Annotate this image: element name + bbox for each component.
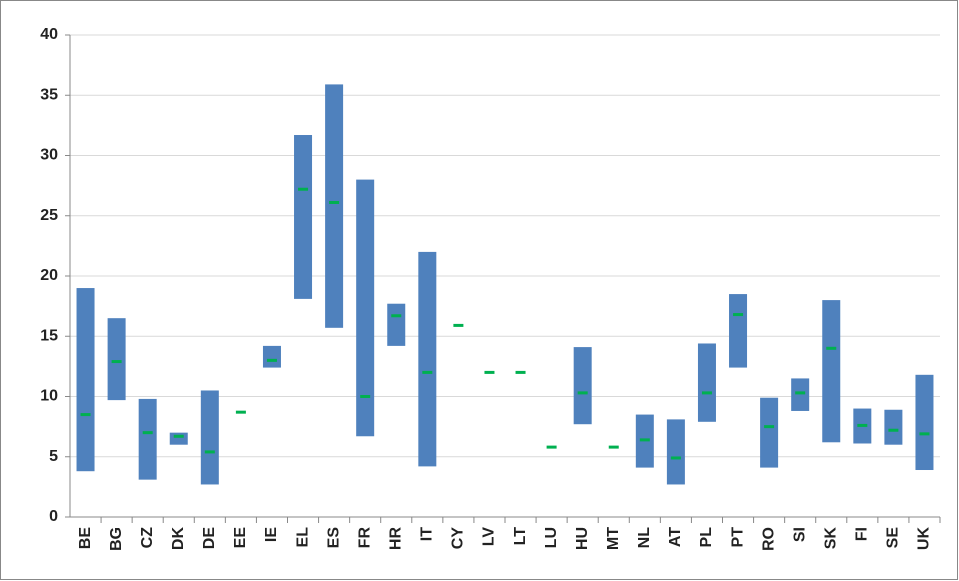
x-tick-label: DE (201, 527, 218, 550)
x-tick-label: BG (108, 527, 125, 551)
marker (670, 456, 681, 460)
range-bar (169, 432, 188, 445)
marker (298, 187, 309, 191)
y-tick-label: 15 (40, 327, 58, 344)
marker (235, 410, 246, 414)
marker (795, 391, 806, 395)
x-tick-label: UK (916, 527, 933, 551)
marker (422, 370, 433, 374)
x-tick-label: RO (760, 527, 777, 551)
marker (857, 423, 868, 427)
x-tick-label: NL (636, 527, 653, 549)
range-bar (138, 398, 157, 480)
marker (546, 445, 557, 449)
x-tick-label: MT (605, 527, 622, 550)
marker (453, 323, 464, 327)
x-tick-label: SE (885, 527, 902, 549)
x-tick-label: LV (481, 527, 498, 547)
x-tick-label: PT (729, 527, 746, 548)
y-tick-label: 20 (40, 267, 58, 284)
marker (204, 450, 215, 454)
range-bar (729, 294, 748, 368)
marker (764, 425, 775, 429)
x-tick-label: AT (667, 527, 684, 547)
y-tick-label: 10 (40, 388, 58, 405)
y-tick-label: 0 (49, 508, 58, 525)
range-bar (573, 347, 592, 425)
range-bar (697, 343, 716, 422)
marker (639, 438, 650, 442)
x-tick-label: FR (356, 527, 373, 549)
x-tick-label: LU (543, 527, 560, 548)
x-tick-label: SI (791, 527, 808, 542)
range-bar (791, 378, 810, 411)
x-tick-label: DK (170, 527, 187, 551)
marker (484, 370, 495, 374)
x-tick-label: IT (419, 527, 436, 541)
range-bar (915, 374, 934, 471)
marker (701, 391, 712, 395)
x-tick-label: CZ (139, 527, 156, 549)
y-tick-label: 30 (40, 147, 58, 164)
range-bar (418, 251, 437, 467)
x-tick-label: HU (574, 527, 591, 550)
x-tick-label: CY (450, 527, 467, 550)
marker (577, 391, 588, 395)
range-bar (884, 409, 903, 445)
range-bar (200, 390, 219, 485)
marker (111, 360, 122, 364)
x-tick-label: BE (77, 527, 94, 550)
range-bar (822, 300, 841, 443)
marker (80, 413, 91, 417)
marker (360, 395, 371, 398)
x-tick-label: ES (325, 527, 342, 549)
y-tick-label: 5 (49, 448, 58, 465)
marker (733, 313, 744, 317)
marker (142, 431, 153, 435)
x-tick-label: LT (512, 527, 529, 546)
marker (826, 346, 837, 350)
x-tick-label: FI (854, 527, 871, 541)
marker (919, 432, 930, 436)
y-tick-label: 25 (40, 207, 58, 224)
marker (266, 358, 277, 362)
range-bar (325, 84, 344, 328)
marker (391, 314, 402, 318)
x-tick-label: IE (263, 527, 280, 542)
range-bar (356, 179, 375, 437)
marker (515, 370, 526, 374)
range-bar (387, 303, 406, 346)
marker (173, 434, 184, 438)
x-tick-label: EL (294, 527, 311, 548)
x-tick-label: HR (387, 527, 404, 551)
range-bar (294, 135, 313, 299)
range-bar (666, 419, 685, 485)
x-tick-label: EE (232, 527, 249, 549)
y-tick-label: 35 (40, 86, 58, 103)
marker (329, 200, 340, 204)
y-tick-label: 40 (40, 26, 58, 43)
x-tick-label: PL (698, 527, 715, 548)
range-bar (107, 318, 126, 401)
range-bar (76, 288, 95, 472)
marker (608, 445, 619, 449)
range-bar (262, 345, 281, 368)
marker (888, 428, 899, 432)
x-tick-label: SK (822, 527, 839, 550)
range-bar (760, 397, 779, 468)
